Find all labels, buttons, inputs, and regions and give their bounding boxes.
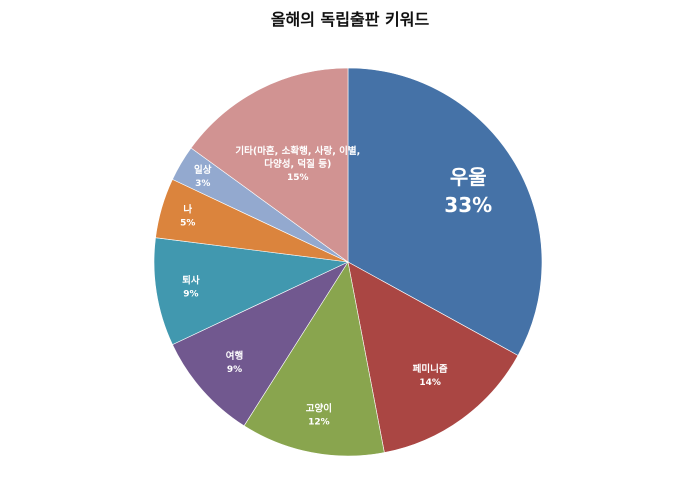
slice-label-3-line-0: 여행 — [226, 350, 243, 362]
slice-label-0-line-0: 우울 — [450, 165, 487, 189]
slice-label-7-line-0: 기타(마흔, 소확행, 사랑, 이별, — [235, 145, 360, 157]
chart-title: 올해의 독립출판 키워드 — [270, 10, 430, 29]
slice-label-5-line-0: 나 — [183, 203, 192, 215]
slice-value-2: 12% — [308, 417, 330, 427]
slice-value-4: 9% — [183, 290, 198, 300]
slice-label-7-line-1: 다양성, 덕질 등) — [264, 158, 331, 170]
pie-slice-0 — [347, 67, 543, 356]
slice-value-6: 3% — [195, 179, 210, 189]
slice-value-1: 14% — [419, 378, 441, 388]
slice-label-2-line-0: 고양이 — [306, 402, 332, 414]
pie-slice-1 — [347, 261, 519, 453]
pie-slice-2 — [243, 261, 385, 457]
slice-value-0: 33% — [444, 193, 492, 217]
slice-value-3: 9% — [227, 365, 242, 375]
slice-label-4-line-0: 퇴사 — [182, 275, 200, 287]
pie-slice-7 — [190, 67, 349, 263]
slice-value-5: 5% — [180, 218, 195, 228]
slice-label-6-line-0: 일상 — [194, 164, 212, 176]
pie-slice-4 — [153, 237, 350, 346]
slice-label-1-line-0: 페미니즘 — [413, 363, 448, 375]
pie-slice-3 — [172, 261, 349, 427]
slice-value-7: 15% — [287, 173, 309, 183]
